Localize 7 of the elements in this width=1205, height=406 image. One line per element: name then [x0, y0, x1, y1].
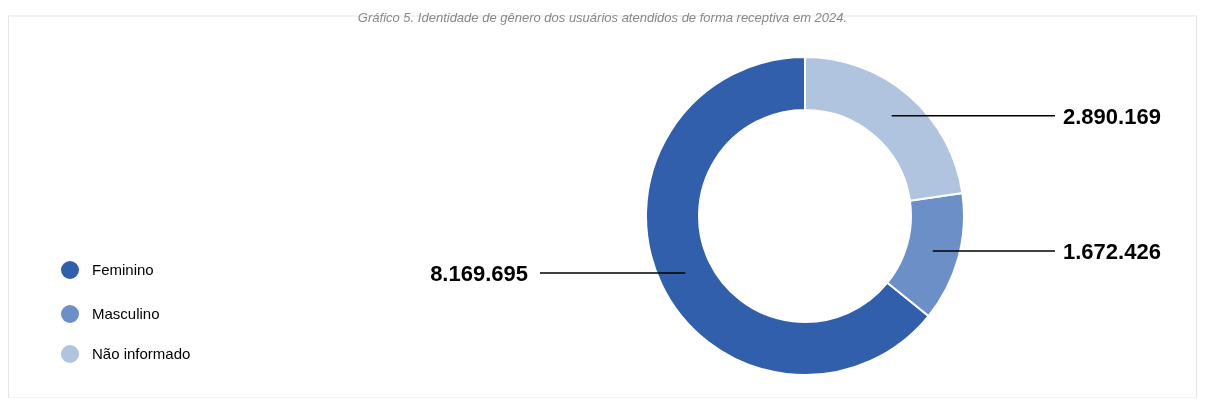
chart-title: Gráfico 5. Identidade de gênero dos usuários atendidos de forma receptiva em 2024. [357, 10, 848, 25]
legend-label: Masculino [92, 305, 160, 322]
data-label: 8.169.695 [430, 261, 528, 287]
data-label: 1.672.426 [1063, 239, 1161, 265]
legend-label: Não informado [92, 345, 191, 362]
legend-label: Feminino [92, 261, 154, 278]
data-label: 2.890.169 [1063, 103, 1161, 129]
